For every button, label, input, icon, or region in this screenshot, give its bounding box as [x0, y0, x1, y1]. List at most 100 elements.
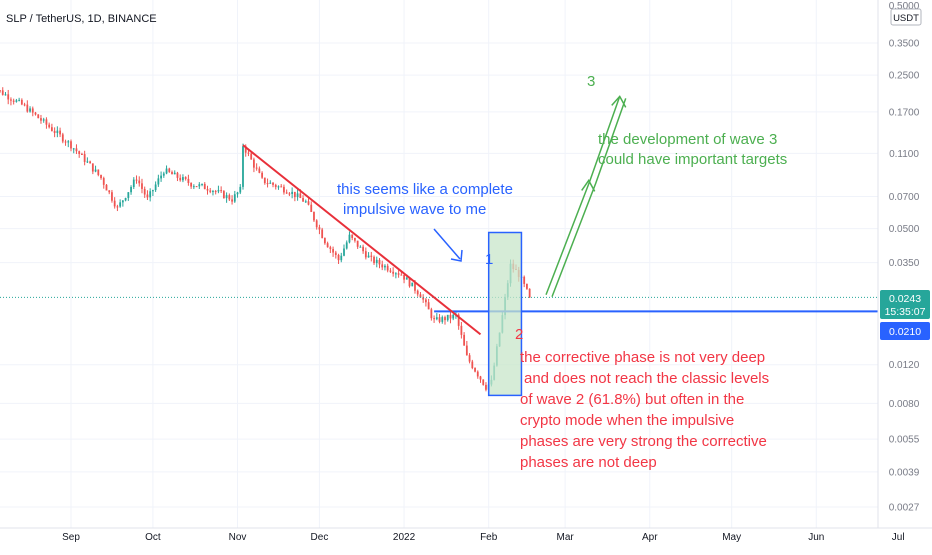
wave-1-label: 1 [485, 251, 493, 268]
currency-badge-frame [890, 8, 922, 26]
candle-body [307, 201, 310, 205]
x-tick-label: Feb [480, 532, 498, 543]
candles [0, 87, 531, 393]
candle-body [127, 192, 130, 199]
candle-body [323, 238, 326, 244]
currency-badge[interactable]: USDT [890, 8, 922, 26]
candle-body [367, 255, 370, 258]
candle-body [15, 100, 18, 102]
wave3-note-line: could have important targets [598, 151, 787, 168]
candle-body [176, 172, 179, 178]
candle-body [31, 108, 34, 113]
candle-body [425, 299, 427, 303]
wave-1-box [487, 231, 523, 397]
x-tick-label: Sep [62, 532, 80, 543]
corrective-note-line: and does not reach the classic levels [524, 370, 769, 387]
projection-arrow-line [545, 96, 621, 295]
candle-body [61, 134, 64, 142]
candle-body [72, 148, 75, 150]
candle-body [255, 167, 258, 169]
candle-body [23, 104, 26, 106]
candle-body [171, 171, 173, 175]
currency-badge-label: USDT [893, 13, 919, 24]
x-tick-label: May [722, 532, 741, 543]
candle-body [56, 130, 59, 133]
candle-body [78, 151, 81, 155]
candle-body [326, 243, 329, 248]
wave3-note-line: the development of wave 3 [598, 131, 777, 148]
candle-body [457, 314, 460, 326]
candle-body [359, 246, 362, 248]
candle-body [18, 99, 21, 101]
candle-body [277, 186, 280, 188]
candle-body [187, 178, 190, 183]
corrective-note-line: phases are not deep [520, 454, 657, 471]
candle-body [422, 297, 425, 300]
candle-body [285, 192, 288, 194]
candle-body [318, 227, 321, 230]
candle-body [269, 182, 272, 184]
candle-body [253, 159, 255, 168]
candle-body [348, 234, 351, 243]
corrective-note-line: the corrective phase is not very deep [520, 349, 765, 366]
y-tick-label: 0.1700 [889, 107, 920, 118]
wave3-note: the development of wave 3 could have imp… [598, 131, 787, 168]
candle-body [20, 99, 23, 105]
candle-body [1, 90, 4, 95]
candle-body [471, 361, 474, 369]
candle-body [212, 191, 214, 193]
candle-body [479, 376, 482, 380]
candle-body [435, 317, 438, 320]
candle-body [149, 191, 152, 198]
candle-body [45, 119, 48, 125]
wave-2-label: 2 [515, 326, 523, 343]
candle-body [375, 259, 378, 264]
candle-body [75, 148, 78, 152]
candle-body [160, 175, 162, 179]
candle-body [381, 264, 384, 268]
candle-body [438, 317, 441, 322]
candle-body [162, 173, 165, 176]
candle-body [201, 183, 203, 185]
candle-body [334, 252, 337, 255]
y-tick-label: 0.0055 [889, 435, 920, 446]
candle-body [59, 130, 61, 135]
y-tick-label: 0.0350 [889, 258, 920, 269]
last-price-tag: 0.0243 15:35:07 [880, 290, 930, 319]
candle-body [362, 246, 365, 252]
candle-body [236, 192, 239, 195]
y-tick-label: 0.0700 [889, 192, 920, 203]
candle-body [403, 274, 405, 280]
candle-body [528, 288, 531, 298]
support-price-tag: 0.0210 [880, 322, 930, 340]
candle-body [222, 191, 225, 199]
candle-body [81, 154, 83, 156]
y-tick-label: 0.0120 [889, 360, 920, 371]
candle-body [203, 183, 206, 190]
candle-body [53, 130, 56, 133]
candle-body [132, 179, 135, 187]
candle-body [315, 220, 318, 228]
candle-body [239, 186, 242, 193]
candle-body [190, 182, 193, 187]
candle-body [97, 169, 100, 175]
candle-body [337, 254, 340, 261]
support-price-value: 0.0210 [889, 326, 921, 338]
price-axis[interactable]: 0.3500 0.2500 0.1700 0.1100 0.0700 0.0500 0.03… [877, 0, 932, 528]
candle-body [105, 184, 108, 191]
y-tick-label: 0.1100 [889, 149, 919, 160]
candle-body [411, 282, 414, 287]
candle-body [233, 194, 236, 202]
candle-body [231, 199, 233, 202]
candle-body [280, 186, 283, 188]
candle-body [343, 248, 345, 256]
time-axis[interactable]: Sep Oct Nov Dec 2022 Feb Mar Apr May Jun Jul [0, 527, 932, 543]
x-tick-label: Jun [808, 532, 824, 543]
candle-body [108, 190, 111, 193]
candle-body [416, 290, 419, 295]
candle-body [392, 271, 395, 274]
candle-body [40, 118, 42, 121]
impulsive-note-line: this seems like a complete [337, 181, 513, 198]
